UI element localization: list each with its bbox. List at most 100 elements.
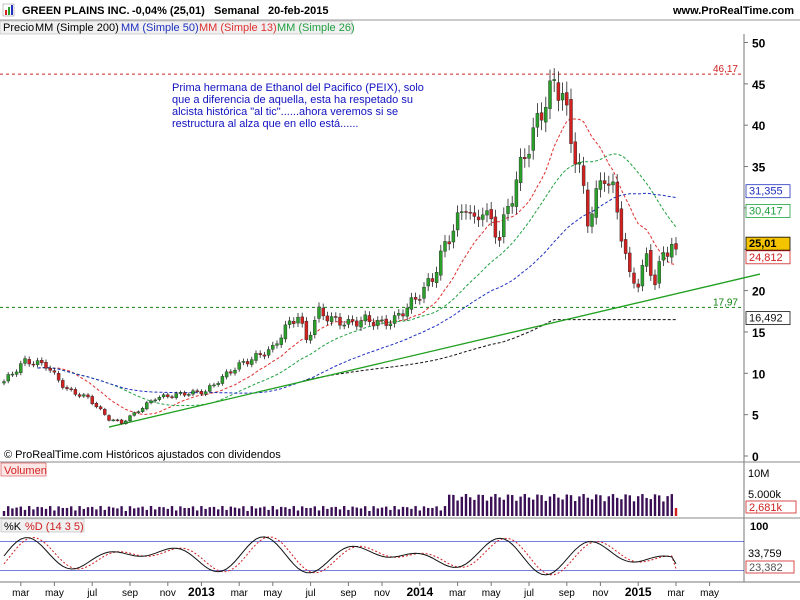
candle (334, 312, 338, 322)
candle (640, 259, 645, 292)
volume-bar (2, 511, 6, 516)
candle (552, 68, 556, 92)
volume-bar (7, 506, 10, 516)
candle (77, 392, 82, 399)
volume-bar (359, 508, 363, 516)
tag-ma26: 31,355 (745, 184, 791, 199)
x-tick-label: may (263, 588, 282, 599)
volume-bar (57, 506, 60, 516)
volume-bar (32, 509, 35, 516)
candle (329, 312, 334, 326)
volume-bar (666, 496, 669, 516)
volume-bar (670, 494, 673, 516)
x-tick-label: may (45, 588, 64, 599)
candle (195, 388, 199, 394)
candle-body (628, 252, 632, 272)
candle (6, 372, 10, 384)
candle (556, 71, 561, 112)
candle-body (409, 297, 414, 310)
candle-body (556, 82, 561, 101)
volume-bar (460, 496, 463, 516)
candle-body (481, 214, 485, 220)
volume-bar (561, 499, 564, 516)
candle-body (338, 316, 342, 326)
volume-bars (2, 494, 678, 516)
candle-body (527, 153, 531, 159)
candle-body (229, 371, 233, 374)
candle-body (636, 283, 640, 288)
candle (313, 316, 317, 339)
candle (506, 198, 510, 221)
volume-bar (435, 506, 438, 516)
volume-bar (431, 507, 434, 516)
site-url: www.ProRealTime.com (672, 5, 794, 17)
candle-body (531, 127, 535, 151)
volume-bar (620, 499, 623, 516)
volume-bar (317, 510, 321, 516)
candle (73, 387, 78, 397)
candle-body (548, 80, 552, 109)
candle (136, 410, 141, 414)
candle (14, 369, 19, 377)
volume-bar (334, 506, 337, 516)
candle-body (195, 390, 199, 392)
candle-body (241, 361, 246, 363)
candle (250, 356, 254, 368)
candle (573, 132, 577, 174)
volume-bar (78, 506, 81, 516)
candle-body (174, 393, 178, 398)
candle (489, 202, 493, 227)
candle-body (598, 180, 603, 190)
candle-body (397, 313, 401, 316)
candle (61, 378, 65, 390)
candle (497, 230, 502, 247)
candle (523, 148, 527, 168)
candle-body (220, 376, 225, 384)
candle (166, 392, 170, 399)
candle-body (355, 320, 359, 327)
candle (2, 379, 6, 386)
x-tick-label: mar (449, 588, 467, 599)
candle-body (493, 216, 498, 238)
volume-bar (86, 507, 90, 516)
volume-bar (645, 497, 648, 516)
candle (376, 316, 380, 330)
volume-bar (179, 506, 182, 516)
candle (560, 82, 565, 111)
candle (338, 312, 342, 330)
candle-body (140, 407, 145, 412)
volume-bar (28, 506, 31, 516)
volume-bar (628, 495, 631, 516)
candle-body (271, 344, 275, 350)
x-tick-label: sep (559, 588, 576, 599)
candle (514, 171, 519, 215)
candle-body (602, 180, 607, 184)
candle-body (77, 394, 82, 397)
stoch-d-label: %D (14 3 5) (25, 521, 84, 533)
candle-body (250, 359, 254, 365)
volume-bar (70, 506, 73, 516)
candle-body (170, 396, 174, 398)
resistance-label: 46,17 (713, 64, 738, 75)
candle-body (65, 387, 69, 390)
candle-body (119, 419, 124, 424)
stoch-d-line (3, 536, 677, 576)
volume-bar (574, 501, 577, 516)
volume-bar (498, 497, 501, 516)
candle (481, 207, 485, 227)
candle (27, 356, 31, 367)
volume-bar (133, 508, 136, 516)
candle-body (670, 244, 674, 258)
x-tick-label: nov (160, 588, 176, 599)
stoch-k-label: %K (4, 521, 22, 533)
volume-bar (397, 509, 400, 516)
candle-body (539, 112, 544, 121)
volume-bar (469, 497, 472, 516)
volume-bar (116, 508, 119, 516)
candle (48, 365, 52, 373)
candle (611, 173, 615, 194)
ma50-line (37, 192, 677, 394)
candle (254, 350, 258, 364)
candle (342, 321, 346, 330)
candle (607, 175, 611, 194)
